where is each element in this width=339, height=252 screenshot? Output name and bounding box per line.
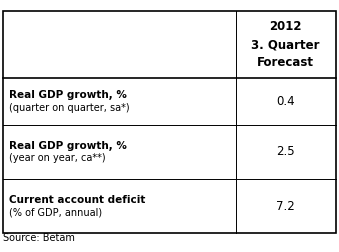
Text: (% of GDP, annual): (% of GDP, annual) bbox=[9, 207, 103, 217]
Text: Current account deficit: Current account deficit bbox=[9, 195, 146, 205]
Text: Real GDP growth, %: Real GDP growth, % bbox=[9, 141, 127, 150]
Text: 2012
3. Quarter
Forecast: 2012 3. Quarter Forecast bbox=[251, 20, 320, 69]
Text: (year on year, ca**): (year on year, ca**) bbox=[9, 153, 106, 163]
Text: 7.2: 7.2 bbox=[276, 200, 295, 212]
Bar bbox=[3, 11, 336, 233]
Text: 2.5: 2.5 bbox=[276, 145, 295, 158]
Text: 0.4: 0.4 bbox=[276, 95, 295, 108]
Text: (quarter on quarter, sa*): (quarter on quarter, sa*) bbox=[9, 103, 130, 113]
Text: Real GDP growth, %: Real GDP growth, % bbox=[9, 90, 127, 100]
Text: Source: Betam: Source: Betam bbox=[3, 233, 75, 243]
